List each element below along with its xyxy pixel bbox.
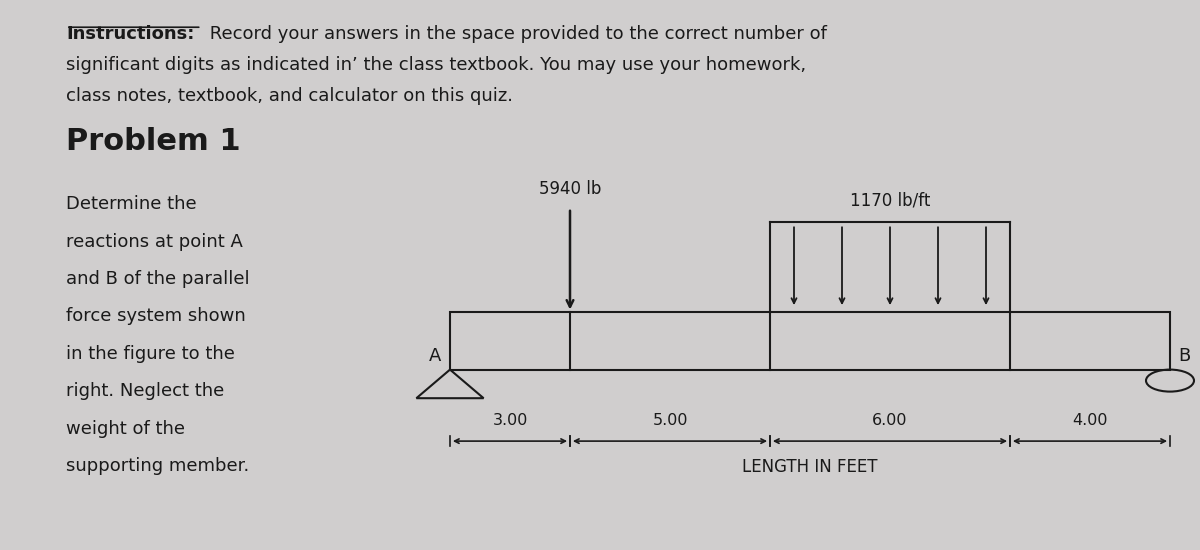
Text: right. Neglect the: right. Neglect the (66, 382, 224, 400)
Text: significant digits as indicated in’ the class textbook. You may use your homewor: significant digits as indicated in’ the … (66, 56, 806, 74)
Text: 5940 lb: 5940 lb (539, 180, 601, 198)
Text: Problem 1: Problem 1 (66, 126, 241, 156)
Text: 5.00: 5.00 (653, 413, 688, 428)
Text: and B of the parallel: and B of the parallel (66, 270, 250, 288)
Text: in the figure to the: in the figure to the (66, 345, 235, 363)
Text: class notes, textbook, and calculator on this quiz.: class notes, textbook, and calculator on… (66, 87, 514, 106)
Text: reactions at point A: reactions at point A (66, 233, 242, 251)
Text: 6.00: 6.00 (872, 413, 907, 428)
Text: 1170 lb/ft: 1170 lb/ft (850, 191, 930, 210)
Text: weight of the: weight of the (66, 420, 185, 438)
Text: Determine the: Determine the (66, 195, 197, 213)
Text: supporting member.: supporting member. (66, 457, 250, 475)
Text: LENGTH IN FEET: LENGTH IN FEET (743, 458, 877, 476)
Text: A: A (430, 347, 442, 365)
Text: Record your answers in the space provided to the correct number of: Record your answers in the space provide… (204, 25, 827, 43)
Text: Instructions:: Instructions: (66, 25, 194, 43)
Text: 4.00: 4.00 (1073, 413, 1108, 428)
Bar (450, 312, 1170, 370)
Text: B: B (1178, 347, 1190, 365)
Text: force system shown: force system shown (66, 307, 246, 326)
Text: 3.00: 3.00 (492, 413, 528, 428)
